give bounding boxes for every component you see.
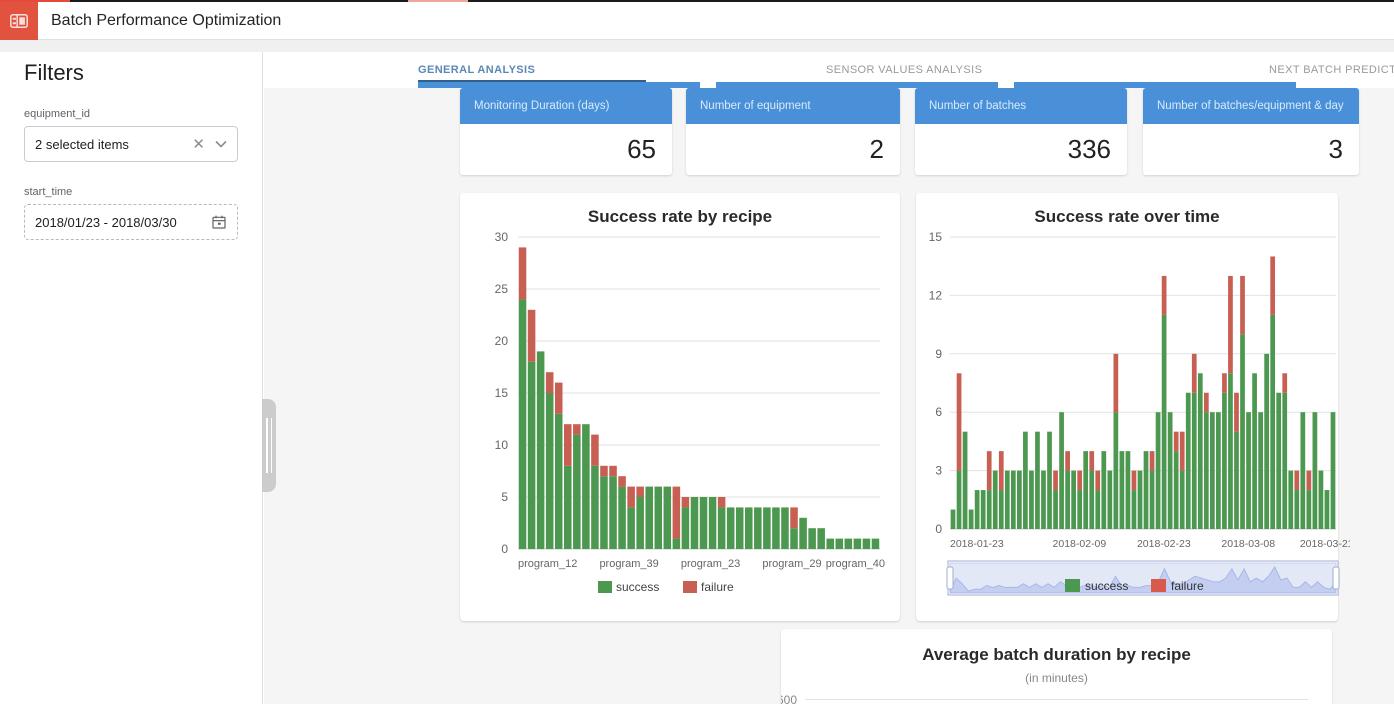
svg-text:program_23: program_23 <box>681 558 740 570</box>
svg-text:30: 30 <box>495 230 509 244</box>
svg-text:failure: failure <box>701 580 734 594</box>
svg-text:success: success <box>1085 579 1128 593</box>
svg-text:25: 25 <box>495 282 509 296</box>
svg-text:program_39: program_39 <box>599 558 658 570</box>
svg-text:2018-02-09: 2018-02-09 <box>1053 538 1107 550</box>
svg-text:2018-01-23: 2018-01-23 <box>950 538 1004 550</box>
svg-text:3: 3 <box>935 464 942 478</box>
svg-text:15: 15 <box>929 230 943 244</box>
svg-text:2018-02-23: 2018-02-23 <box>1137 538 1191 550</box>
svg-text:20: 20 <box>495 334 509 348</box>
svg-text:0: 0 <box>501 542 508 556</box>
svg-text:15: 15 <box>495 386 509 400</box>
svg-text:2018-03-08: 2018-03-08 <box>1221 538 1275 550</box>
svg-text:9: 9 <box>935 347 942 361</box>
svg-text:program_29: program_29 <box>762 558 821 570</box>
svg-text:success: success <box>616 580 659 594</box>
svg-text:10: 10 <box>495 438 509 452</box>
svg-text:6: 6 <box>935 405 942 419</box>
svg-text:12: 12 <box>929 288 943 302</box>
svg-text:0: 0 <box>935 522 942 536</box>
svg-text:2018-03-21: 2018-03-21 <box>1300 538 1350 550</box>
svg-text:5: 5 <box>501 490 508 504</box>
svg-text:program_12: program_12 <box>518 558 577 570</box>
svg-text:failure: failure <box>1171 579 1204 593</box>
svg-text:program_40: program_40 <box>826 558 885 570</box>
